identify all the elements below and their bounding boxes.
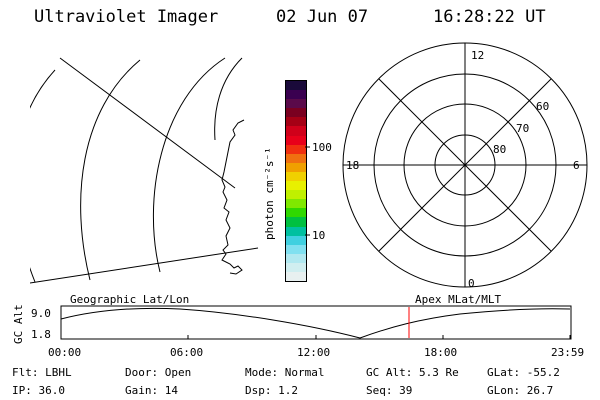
- status-glon-key: GLon:: [487, 384, 521, 397]
- mlt-label-12: 12: [471, 49, 484, 62]
- status-door-key: Door:: [125, 366, 159, 379]
- x-tick-1200: 12:00: [297, 346, 331, 359]
- colorbar-band: [286, 153, 306, 163]
- status-dsp-key: Dsp:: [245, 384, 272, 397]
- status-door: Door: Open: [125, 366, 191, 379]
- color-scale-bar: [285, 80, 307, 282]
- x-tick-1800: 18:00: [424, 346, 458, 359]
- status-glat-key: GLat:: [487, 366, 521, 379]
- latitude-arc: [30, 69, 56, 283]
- gc-altitude-timeline: [60, 305, 572, 340]
- colorbar-band: [286, 144, 306, 154]
- colorbar-band: [286, 90, 306, 100]
- status-seq-key: Seq:: [366, 384, 393, 397]
- meridian-line: [30, 247, 259, 284]
- gc-altitude-curve: [60, 307, 571, 339]
- color-scale-ticks: 100 10: [305, 141, 332, 242]
- status-mode-value: Normal: [284, 366, 325, 379]
- timeline-left-label: Geographic Lat/Lon: [70, 293, 190, 306]
- colorbar-band: [286, 217, 306, 227]
- status-seq: Seq: 39: [366, 384, 412, 397]
- colorbar-band: [286, 262, 306, 272]
- colorbar-unit-label: photon cm⁻²s⁻¹: [263, 147, 276, 240]
- mlt-label-18: 18: [346, 159, 359, 172]
- colorbar-tick-100: 100: [312, 141, 332, 154]
- x-tick-0600: 06:00: [170, 346, 204, 359]
- latitude-arc: [214, 57, 243, 141]
- polar-mlt-plot: 12 18 6 0 60 70 80: [342, 42, 588, 290]
- coastline-outline: [221, 119, 245, 275]
- status-dsp-value: 1.2: [278, 384, 298, 397]
- colorbar-band: [286, 81, 306, 91]
- colorbar-band: [286, 126, 306, 136]
- colorbar-band: [286, 99, 306, 109]
- colorbar-band: [286, 235, 306, 245]
- colorbar-band: [286, 162, 306, 172]
- time-label: 16:28:22 UT: [433, 7, 546, 27]
- colorbar-tick-10: 10: [312, 229, 325, 242]
- lat-label-60: 60: [536, 100, 549, 113]
- status-seq-value: 39: [399, 384, 413, 397]
- timeline-right-label: Apex MLat/MLT: [415, 293, 502, 306]
- status-mode-key: Mode:: [245, 366, 279, 379]
- colorbar-band: [286, 108, 306, 118]
- latitude-arc: [80, 59, 141, 281]
- status-gain: Gain: 14: [125, 384, 178, 397]
- status-glat: GLat: -55.2: [487, 366, 560, 379]
- date-label: 02 Jun 07: [276, 7, 369, 27]
- status-mode: Mode: Normal: [245, 366, 325, 379]
- status-gc-alt: GC Alt: 5.3 Re: [366, 366, 459, 379]
- status-glon-value: 26.7: [526, 384, 554, 397]
- colorbar-band: [286, 171, 306, 182]
- status-door-value: Open: [164, 366, 192, 379]
- status-flt-value: LBHL: [45, 366, 72, 379]
- latitude-arc: [152, 57, 226, 273]
- status-gc-alt-value: 5.3 Re: [418, 366, 459, 379]
- lat-label-70: 70: [516, 122, 529, 135]
- status-flt-key: Flt:: [12, 366, 39, 379]
- timeline-y-max: 9.0: [31, 307, 51, 320]
- colorbar-band: [286, 271, 306, 282]
- colorbar-band: [286, 244, 306, 254]
- colorbar-band: [286, 117, 306, 127]
- status-glon: GLon: 26.7: [487, 384, 553, 397]
- status-ip-value: 36.0: [38, 384, 66, 397]
- instrument-title: Ultraviolet Imager: [34, 7, 219, 27]
- colorbar-band: [286, 135, 306, 145]
- mlt-label-0: 0: [468, 277, 475, 290]
- colorbar-band: [286, 226, 306, 236]
- lat-label-80: 80: [493, 143, 506, 156]
- x-tick-0000: 00:00: [48, 346, 82, 359]
- colorbar-band: [286, 181, 306, 191]
- status-gc-alt-key: GC Alt:: [366, 366, 413, 379]
- colorbar-band: [286, 208, 306, 218]
- status-flt: Flt: LBHL: [12, 366, 72, 379]
- status-glat-value: -55.2: [526, 366, 560, 379]
- status-ip-key: IP:: [12, 384, 32, 397]
- timeline-axis-title: GC Alt: [12, 304, 25, 344]
- status-gain-key: Gain:: [125, 384, 159, 397]
- status-ip: IP: 36.0: [12, 384, 65, 397]
- timeline-y-min: 1.8: [31, 328, 51, 341]
- status-dsp: Dsp: 1.2: [245, 384, 298, 397]
- geographic-map: [30, 57, 259, 284]
- mlt-label-6: 6: [573, 159, 580, 172]
- x-tick-2359: 23:59: [551, 346, 585, 359]
- colorbar-band: [286, 253, 306, 263]
- diagonal-line: [378, 78, 552, 252]
- status-gain-value: 14: [164, 384, 178, 397]
- colorbar-band: [286, 199, 306, 209]
- colorbar-band: [286, 190, 306, 200]
- meridian-line: [59, 57, 236, 189]
